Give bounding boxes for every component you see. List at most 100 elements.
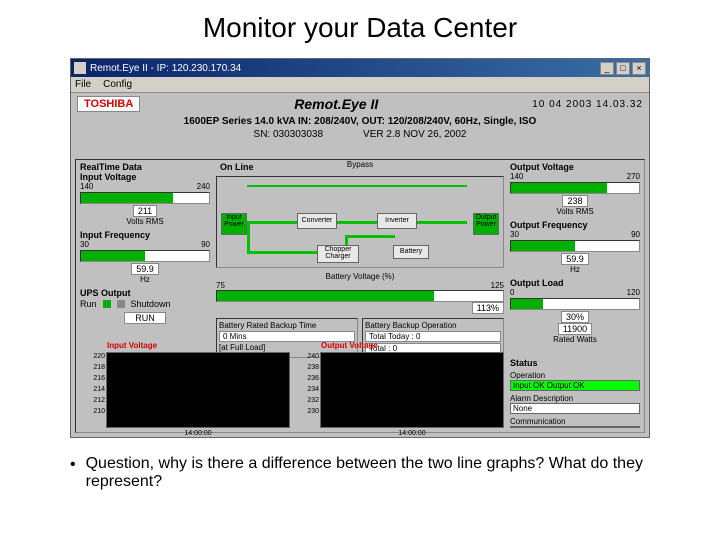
backup-time-label: Battery Rated Backup Time [219, 321, 355, 330]
iv-min: 140 [80, 182, 93, 191]
output-load-bar [510, 298, 640, 310]
comm-label: Communication [510, 417, 640, 426]
window-title: Remot.Eye II - IP: 120.230.170.34 [90, 63, 241, 74]
volts-rms-in: Volts RMS [80, 217, 210, 226]
menu-bar: File Config [71, 77, 649, 93]
comm-value [510, 426, 640, 428]
input-freq-value: 59.9 [131, 263, 159, 275]
iy0: 220 [85, 353, 105, 360]
bullet-text: Question, why is there a difference betw… [86, 455, 670, 491]
battery-value: 113% [472, 302, 504, 314]
output-chart-label: Output Voltage [321, 341, 378, 350]
hz-out: Hz [510, 265, 640, 274]
operation-label: Operation [510, 371, 640, 380]
input-freq-bar [80, 250, 210, 262]
output-chart-xtick: 14:00:00 [321, 430, 503, 437]
oy1: 238 [299, 364, 319, 371]
output-voltage-bar [510, 182, 640, 194]
status-column: Status Operation Input OK Output OK Alar… [510, 358, 640, 428]
middle-column: Bypass On Line Input Power Converter Inv… [216, 162, 504, 358]
charts-area: Input Voltage 220 218 216 214 212 210 14… [80, 352, 504, 428]
run-label: Run [80, 299, 97, 309]
power-diagram: Input Power Converter Inverter Output Po… [216, 176, 504, 268]
iv-max: 240 [197, 182, 210, 191]
bullet-item: Question, why is there a difference betw… [70, 455, 670, 491]
ups-output-label: UPS Output [80, 288, 210, 298]
alarm-label: Alarm Description [510, 394, 640, 403]
brand-logo: TOSHIBA [77, 96, 140, 112]
ov-min: 140 [510, 172, 523, 181]
app-icon [74, 62, 86, 74]
rated-watts-value: 11900 [558, 323, 592, 335]
chopper-block: Chopper Charger [317, 245, 359, 263]
iy4: 212 [85, 397, 105, 404]
ups-output-section: UPS Output Run Shutdown RUN [80, 288, 210, 324]
output-voltage-label: Output Voltage [510, 162, 640, 172]
batt-min: 75 [216, 281, 225, 290]
if-max: 90 [201, 240, 210, 249]
close-button[interactable]: × [632, 62, 646, 75]
output-power-block: Output Power [473, 213, 499, 235]
oy2: 236 [299, 375, 319, 382]
oy4: 232 [299, 397, 319, 404]
status-label: Status [510, 358, 640, 368]
output-load-value: 30% [561, 311, 589, 323]
bypass-label: Bypass [347, 160, 373, 169]
menu-config[interactable]: Config [103, 79, 132, 90]
alarm-value: None [510, 403, 640, 414]
input-chart-label: Input Voltage [107, 341, 157, 350]
datetime: 10 04 2003 14.03.32 [532, 99, 643, 110]
backup-op-today: Total Today : 0 [365, 331, 501, 342]
serial-number: SN: 030303038 [254, 129, 324, 140]
input-chart-xtick: 14:00:00 [107, 430, 289, 437]
ol-min: 0 [510, 288, 514, 297]
realtime-label: RealTime Data [80, 162, 210, 172]
input-power-block: Input Power [221, 213, 247, 235]
iy2: 216 [85, 375, 105, 382]
shutdown-label: Shutdown [131, 299, 171, 309]
battery-bar [216, 290, 504, 302]
bullet-area: Question, why is there a difference betw… [70, 455, 670, 491]
rated-watts-label: Rated Watts [510, 335, 640, 344]
output-voltage-value: 238 [562, 195, 587, 207]
output-freq-bar [510, 240, 640, 252]
main-panel: RealTime Data Input Voltage 140 240 211 V… [75, 159, 645, 433]
sn-ver-row: SN: 030303038 VER 2.8 NOV 26, 2002 [71, 128, 649, 143]
backup-op-label: Battery Backup Operation [365, 321, 501, 330]
ups-state: RUN [124, 312, 166, 324]
run-indicator-icon [103, 300, 111, 308]
minimize-button[interactable]: _ [600, 62, 614, 75]
converter-block: Converter [297, 213, 337, 229]
iy5: 210 [85, 408, 105, 415]
input-voltage-chart: Input Voltage 220 218 216 214 212 210 14… [106, 352, 290, 428]
app-window: Remot.Eye II - IP: 120.230.170.34 _ □ × … [70, 58, 650, 438]
batt-max: 125 [491, 281, 504, 290]
of-min: 30 [510, 230, 519, 239]
if-min: 30 [80, 240, 89, 249]
version: VER 2.8 NOV 26, 2002 [363, 129, 466, 140]
output-freq-value: 59.9 [561, 253, 589, 265]
output-freq-label: Output Frequency [510, 220, 640, 230]
volts-rms-out: Volts RMS [510, 207, 640, 216]
battery-section: Battery Voltage (%) 75 125 113% [216, 272, 504, 314]
input-column: RealTime Data Input Voltage 140240 211 V… [80, 162, 210, 324]
window-titlebar: Remot.Eye II - IP: 120.230.170.34 _ □ × [71, 59, 649, 77]
maximize-button[interactable]: □ [616, 62, 630, 75]
app-name: Remot.Eye II [294, 96, 378, 112]
of-max: 90 [631, 230, 640, 239]
iy3: 214 [85, 386, 105, 393]
model-line: 1600EP Series 14.0 kVA IN: 208/240V, OUT… [71, 115, 649, 128]
battery-voltage-label: Battery Voltage (%) [216, 272, 504, 281]
output-load-label: Output Load [510, 278, 640, 288]
oy3: 234 [299, 386, 319, 393]
operation-value: Input OK Output OK [510, 380, 640, 391]
input-freq-label: Input Frequency [80, 230, 210, 240]
battery-block: Battery [393, 245, 429, 259]
input-voltage-value: 211 [133, 205, 157, 217]
ol-max: 120 [627, 288, 640, 297]
iy1: 218 [85, 364, 105, 371]
menu-file[interactable]: File [75, 79, 91, 90]
header-row: TOSHIBA Remot.Eye II 10 04 2003 14.03.32 [71, 93, 649, 115]
input-voltage-bar [80, 192, 210, 204]
slide-title: Monitor your Data Center [0, 0, 720, 52]
